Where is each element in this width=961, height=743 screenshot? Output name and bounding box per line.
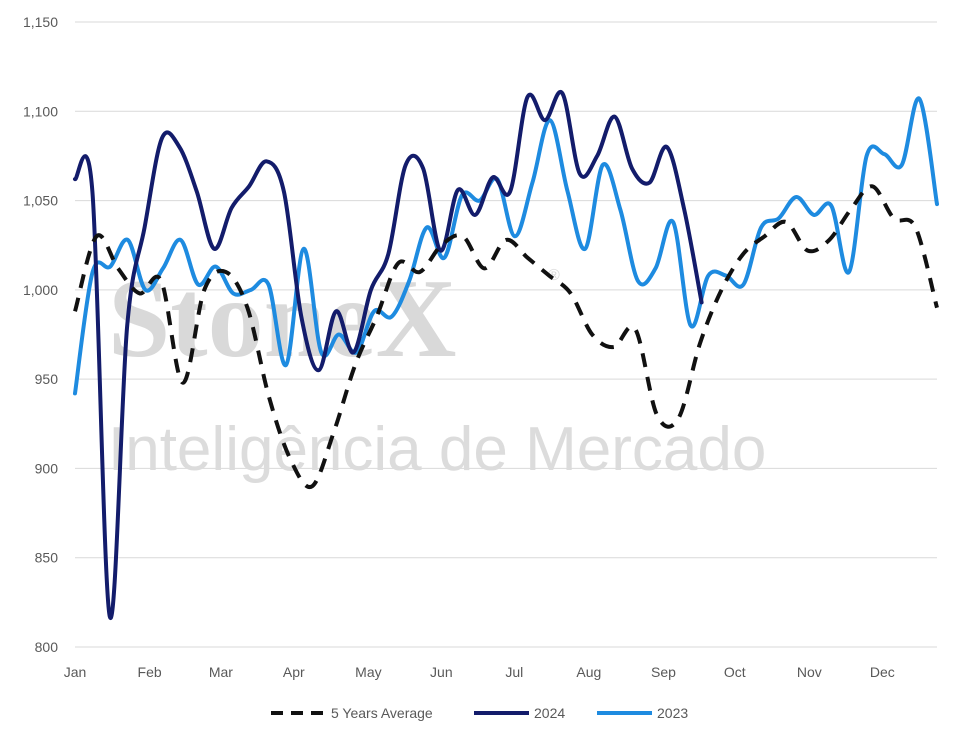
series-line-2024 (73, 89, 704, 620)
legend: 5 Years Average 2024 2023 (271, 705, 688, 721)
y-tick-label: 1,100 (23, 103, 58, 119)
x-tick-label: Aug (576, 664, 601, 680)
legend-label: 2024 (534, 705, 565, 721)
y-tick-label: 800 (35, 639, 59, 655)
y-tick-label: 900 (35, 460, 59, 476)
x-tick-label: Nov (797, 664, 822, 680)
series-line-5-years-average (73, 184, 939, 489)
legend-label: 2023 (657, 705, 688, 721)
y-tick-label: 1,000 (23, 282, 58, 298)
watermark: StoneX ® Inteligência de Mercado (108, 257, 766, 484)
x-tick-label: May (355, 664, 381, 680)
series-line-2023 (73, 96, 939, 396)
y-tick-label: 1,150 (23, 14, 58, 30)
x-tick-label: Apr (283, 664, 305, 680)
x-tick-label: Sep (651, 664, 676, 680)
x-axis-tick-labels: Jan Feb Mar Apr May Jun Jul Aug Sep Oct Nov Dec (64, 664, 895, 680)
y-axis-tick-labels: 800 850 900 950 1,000 1,050 1,100 1,150 (23, 14, 58, 655)
y-tick-label: 1,050 (23, 193, 58, 209)
x-tick-label: Mar (209, 664, 233, 680)
watermark-registered-mark: ® (548, 267, 560, 284)
legend-label: 5 Years Average (331, 705, 433, 721)
x-tick-label: Jan (64, 664, 87, 680)
series-lines (73, 89, 939, 620)
x-tick-label: Feb (138, 664, 162, 680)
y-tick-label: 950 (35, 371, 59, 387)
y-tick-label: 850 (35, 550, 59, 566)
watermark-tagline: Inteligência de Mercado (108, 415, 766, 484)
x-tick-label: Oct (724, 664, 746, 680)
x-tick-label: Jun (430, 664, 453, 680)
x-tick-label: Dec (870, 664, 895, 680)
x-tick-label: Jul (505, 664, 523, 680)
